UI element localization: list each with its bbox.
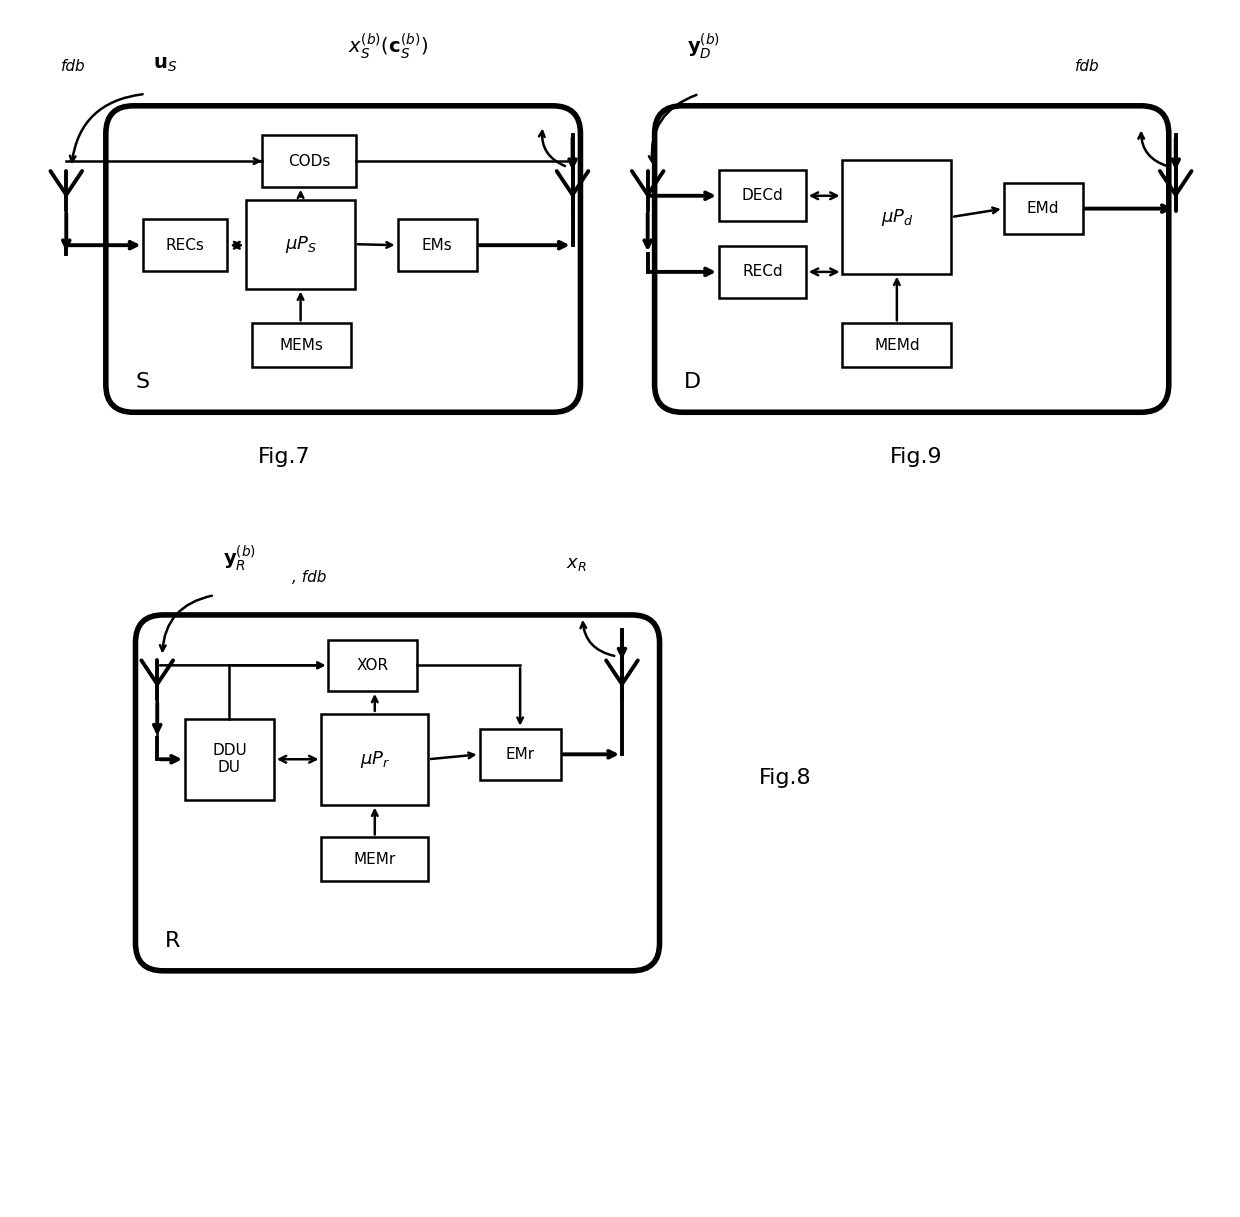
FancyBboxPatch shape <box>135 615 660 971</box>
Bar <box>398 219 476 271</box>
Text: XOR: XOR <box>357 658 389 673</box>
Text: EMd: EMd <box>1027 201 1059 217</box>
Bar <box>321 714 428 804</box>
Text: RECd: RECd <box>742 264 782 280</box>
Text: DDU
DU: DDU DU <box>212 744 247 775</box>
Text: $\mathbf{y}_D^{(b)}$: $\mathbf{y}_D^{(b)}$ <box>687 32 720 61</box>
FancyBboxPatch shape <box>655 106 1169 413</box>
Text: EMr: EMr <box>506 747 534 762</box>
Text: EMs: EMs <box>422 237 453 253</box>
Bar <box>842 161 951 274</box>
Text: Fig.9: Fig.9 <box>890 447 942 467</box>
Bar <box>719 246 806 298</box>
Text: MEMd: MEMd <box>874 337 920 353</box>
Text: Fig.8: Fig.8 <box>759 768 811 789</box>
Text: MEMs: MEMs <box>280 337 324 353</box>
Bar <box>719 170 806 221</box>
Text: RECs: RECs <box>166 237 205 253</box>
Bar <box>842 324 951 366</box>
Bar <box>1003 183 1083 235</box>
Text: , fdb: , fdb <box>291 571 326 585</box>
Bar <box>185 719 274 800</box>
Bar <box>262 135 356 187</box>
Bar <box>480 729 560 780</box>
Text: $x_R$: $x_R$ <box>565 555 587 573</box>
Text: $x_S^{(b)}(\mathbf{c}_S^{(b)})$: $x_S^{(b)}(\mathbf{c}_S^{(b)})$ <box>348 32 428 61</box>
Bar <box>252 324 351 366</box>
Text: MEMr: MEMr <box>353 852 396 867</box>
Text: D: D <box>684 372 702 393</box>
Text: $\mu P_r$: $\mu P_r$ <box>360 748 389 770</box>
Text: $\mu P_S$: $\mu P_S$ <box>284 234 316 254</box>
Text: DECd: DECd <box>742 189 784 203</box>
FancyBboxPatch shape <box>105 106 580 413</box>
Text: CODs: CODs <box>288 153 330 169</box>
Bar <box>144 219 227 271</box>
Text: $\mathbf{y}_R^{(b)}$: $\mathbf{y}_R^{(b)}$ <box>222 544 255 573</box>
Text: fdb: fdb <box>61 60 86 74</box>
Text: S: S <box>135 372 150 393</box>
Bar <box>321 837 428 881</box>
Text: R: R <box>165 931 181 950</box>
Text: $\mu P_d$: $\mu P_d$ <box>880 207 913 228</box>
Text: fdb: fdb <box>1075 60 1100 74</box>
Bar <box>247 200 355 288</box>
Bar <box>329 640 418 691</box>
Text: Fig.7: Fig.7 <box>258 447 310 467</box>
Text: $\mathbf{u}_S$: $\mathbf{u}_S$ <box>154 55 177 74</box>
